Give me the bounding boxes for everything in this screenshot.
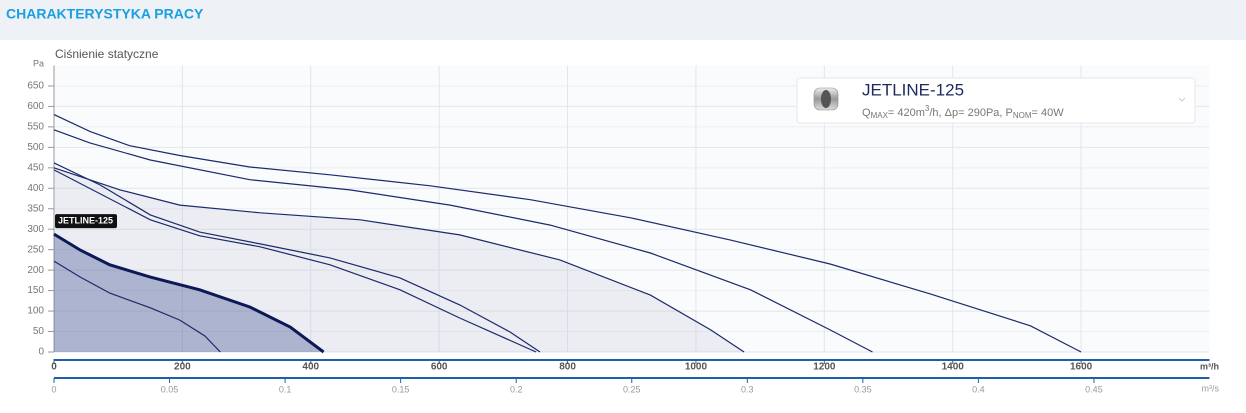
y-tick-label: 300 [27,224,44,235]
legend-spec: QMAX= 420m3/h, Δp= 290Pa, PNOM= 40W [862,104,1064,120]
curve [53,114,1082,353]
x-tick-label: 1400 [942,362,965,373]
x-tick-label: 1200 [813,362,836,373]
y-tick-label: 350 [27,203,44,214]
y-tick-label: 400 [27,183,44,194]
curve-tag [55,214,117,229]
x2-tick-label: 0.3 [741,384,754,394]
x2-tick-label: 0.2 [510,384,523,394]
y-tick-label: 100 [27,306,44,317]
legend-spec-part: 3 [925,104,930,113]
legend-spec-part: Q [862,107,871,119]
area [54,167,745,352]
legend-title: JETLINE-125 [862,80,964,99]
legend-spec-part: = 420m [888,107,925,119]
x-tick-label: 1000 [685,362,708,373]
fan-icon-hub [821,90,831,108]
y-tick-label: 650 [27,81,44,92]
legend-spec-part: NOM [1013,111,1032,120]
x-tick-label: 600 [431,362,448,373]
x-unit: m³/h [1200,361,1219,371]
x-tick-label: 0 [51,362,57,373]
x2-tick-label: 0.45 [1085,384,1103,394]
curve [53,169,537,353]
y-tick-label: 550 [27,122,44,133]
plot: 0501001502002503003504004505005506006500… [27,65,1210,394]
legend[interactable]: JETLINE-125 QMAX= 420m3/h, Δp= 290Pa, PN… [796,77,1196,124]
x2-tick-label: 0 [51,384,56,394]
y-unit: Pa [33,58,44,68]
y-tick-label: 0 [38,347,44,358]
curve [53,162,541,353]
header-title: CHARAKTERYSTYKA PRACY [6,6,204,22]
x-tick-label: 400 [302,362,319,373]
y-tick-label: 250 [27,244,44,255]
legend-spec-part: = 40W [1032,107,1065,119]
legend-box[interactable] [796,77,1196,124]
x-tick-label: 800 [559,362,576,373]
x2-tick-label: 0.35 [854,384,872,394]
x2-tick-label: 0.4 [972,384,985,394]
x2-tick-label: 0.15 [392,384,410,394]
curve [53,167,745,353]
x2-tick-label: 0.05 [161,384,179,394]
y-tick-label: 450 [27,162,44,173]
x2-unit: m³/s [1202,383,1220,393]
curve-tag-label: JETLINE-125 [58,216,113,226]
y-axis-title: Ciśnienie statyczne [55,47,159,61]
header-band [0,0,1246,40]
y-tick-label: 200 [27,265,44,276]
chevron[interactable] [1178,97,1186,102]
legend-spec-part: MAX [871,111,889,120]
x2-tick-label: 0.25 [623,384,641,394]
x-tick-label: 1600 [1070,362,1093,373]
y-tick-label: 150 [27,285,44,296]
x2-tick-label: 0.1 [279,384,292,394]
y-tick-label: 500 [27,142,44,153]
y-tick-label: 50 [33,326,45,337]
area [54,234,324,352]
curve [53,232,325,354]
legend-spec-part: /h, Δp= 290Pa, P [929,107,1013,119]
x-tick-label: 200 [174,362,191,373]
curve [53,129,873,353]
curve [53,260,221,353]
y-tick-label: 600 [27,101,44,112]
